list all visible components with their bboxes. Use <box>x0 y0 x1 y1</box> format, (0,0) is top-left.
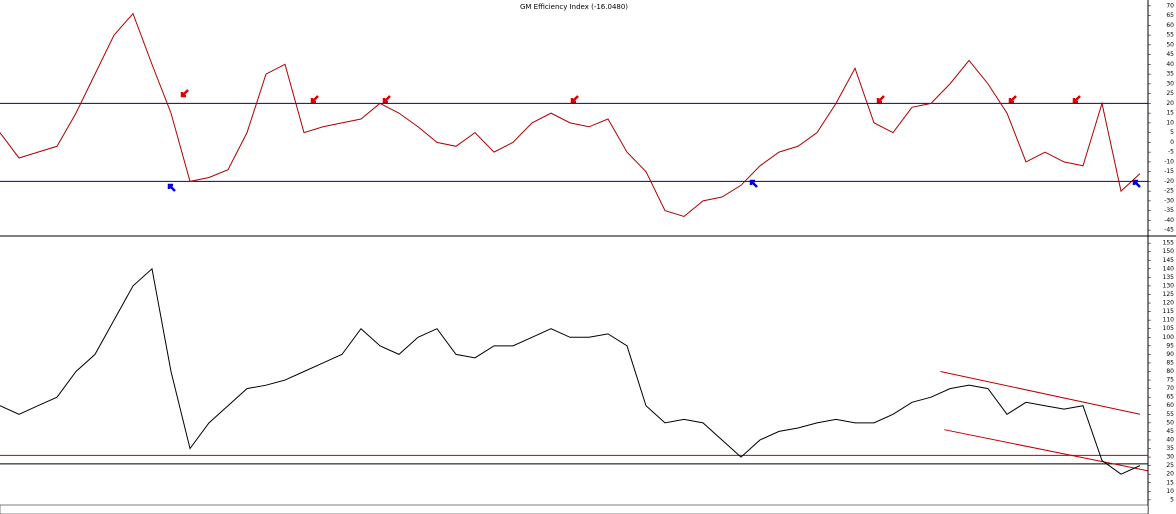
y-tick-label: 55 <box>1166 32 1174 39</box>
y-tick-label: 110 <box>1163 317 1175 324</box>
y-tick-label: 145 <box>1163 257 1175 264</box>
y-tick-label: 55 <box>1166 411 1174 418</box>
y-tick-label: -15 <box>1164 168 1174 175</box>
y-tick-label: 5 <box>1170 496 1174 503</box>
y-tick-label: 0 <box>1170 139 1174 146</box>
y-tick-label: 25 <box>1166 462 1174 469</box>
y-tick-label: 120 <box>1163 300 1175 307</box>
y-tick-label: 45 <box>1166 51 1174 58</box>
y-tick-label: 65 <box>1166 12 1174 19</box>
y-tick-label: 80 <box>1166 368 1174 375</box>
sell-arrow <box>382 95 391 104</box>
y-tick-label: 15 <box>1166 479 1174 486</box>
y-tick-label: 25 <box>1166 90 1174 97</box>
sell-arrow <box>310 95 319 104</box>
y-tick-label: -5 <box>1168 149 1174 156</box>
trend-line <box>940 371 1141 415</box>
y-tick-label: 10 <box>1166 488 1174 495</box>
y-tick-label: -45 <box>1164 227 1174 234</box>
y-tick-label: 45 <box>1166 428 1174 435</box>
x-axis-strip <box>0 504 1149 514</box>
trend-line <box>944 429 1148 472</box>
y-tick-label: -25 <box>1164 188 1174 195</box>
y-tick-label: -40 <box>1164 217 1174 224</box>
y-tick-label: 65 <box>1166 394 1174 401</box>
y-tick-label: 150 <box>1163 248 1175 255</box>
series-line <box>0 12 1141 218</box>
y-tick-label: 35 <box>1166 71 1174 78</box>
y-tick-label: 90 <box>1166 351 1174 358</box>
y-tick-label: 135 <box>1163 274 1175 281</box>
series-line <box>0 267 1141 475</box>
chart-title: GM Efficiency Index (-16.0480) <box>520 3 628 11</box>
y-tick-label: 60 <box>1166 22 1174 29</box>
y-tick-label: 15 <box>1166 110 1174 117</box>
y-tick-label: 35 <box>1166 445 1174 452</box>
y-tick-label: 125 <box>1163 291 1175 298</box>
y-tick-label: 75 <box>1166 377 1174 384</box>
y-tick-label: 70 <box>1166 385 1174 392</box>
y-tick-label: 10 <box>1166 119 1174 126</box>
y-tick-label: -35 <box>1164 207 1174 214</box>
y-tick-label: 20 <box>1166 100 1174 107</box>
y-tick-label: 95 <box>1166 342 1174 349</box>
y-tick-label: 50 <box>1166 419 1174 426</box>
sell-arrow <box>876 95 885 104</box>
y-tick-label: 155 <box>1163 240 1175 247</box>
y-tick-label: -30 <box>1164 197 1174 204</box>
y-tick-label: 60 <box>1166 402 1174 409</box>
y-tick-label: -10 <box>1164 158 1174 165</box>
y-tick-label: 105 <box>1163 325 1175 332</box>
y-tick-label: 85 <box>1166 359 1174 366</box>
sell-arrow <box>1008 95 1017 104</box>
y-tick-label: 40 <box>1166 436 1174 443</box>
y-tick-label: 140 <box>1163 265 1175 272</box>
y-tick-label: 20 <box>1166 471 1174 478</box>
y-tick-label: 70 <box>1166 2 1174 9</box>
y-tick-label: 5 <box>1170 129 1174 136</box>
y-tick-label: 40 <box>1166 61 1174 68</box>
y-tick-label: 50 <box>1166 41 1174 48</box>
y-tick-label: 115 <box>1163 308 1175 315</box>
buy-arrow <box>167 183 176 192</box>
sell-arrow <box>1072 95 1081 104</box>
y-tick-label: 30 <box>1166 454 1174 461</box>
y-tick-label: 30 <box>1166 80 1174 87</box>
sell-arrow <box>180 89 189 98</box>
sell-arrow <box>570 95 579 104</box>
y-tick-label: -20 <box>1164 178 1174 185</box>
y-tick-label: 100 <box>1163 334 1175 341</box>
y-tick-label: 130 <box>1163 282 1175 289</box>
